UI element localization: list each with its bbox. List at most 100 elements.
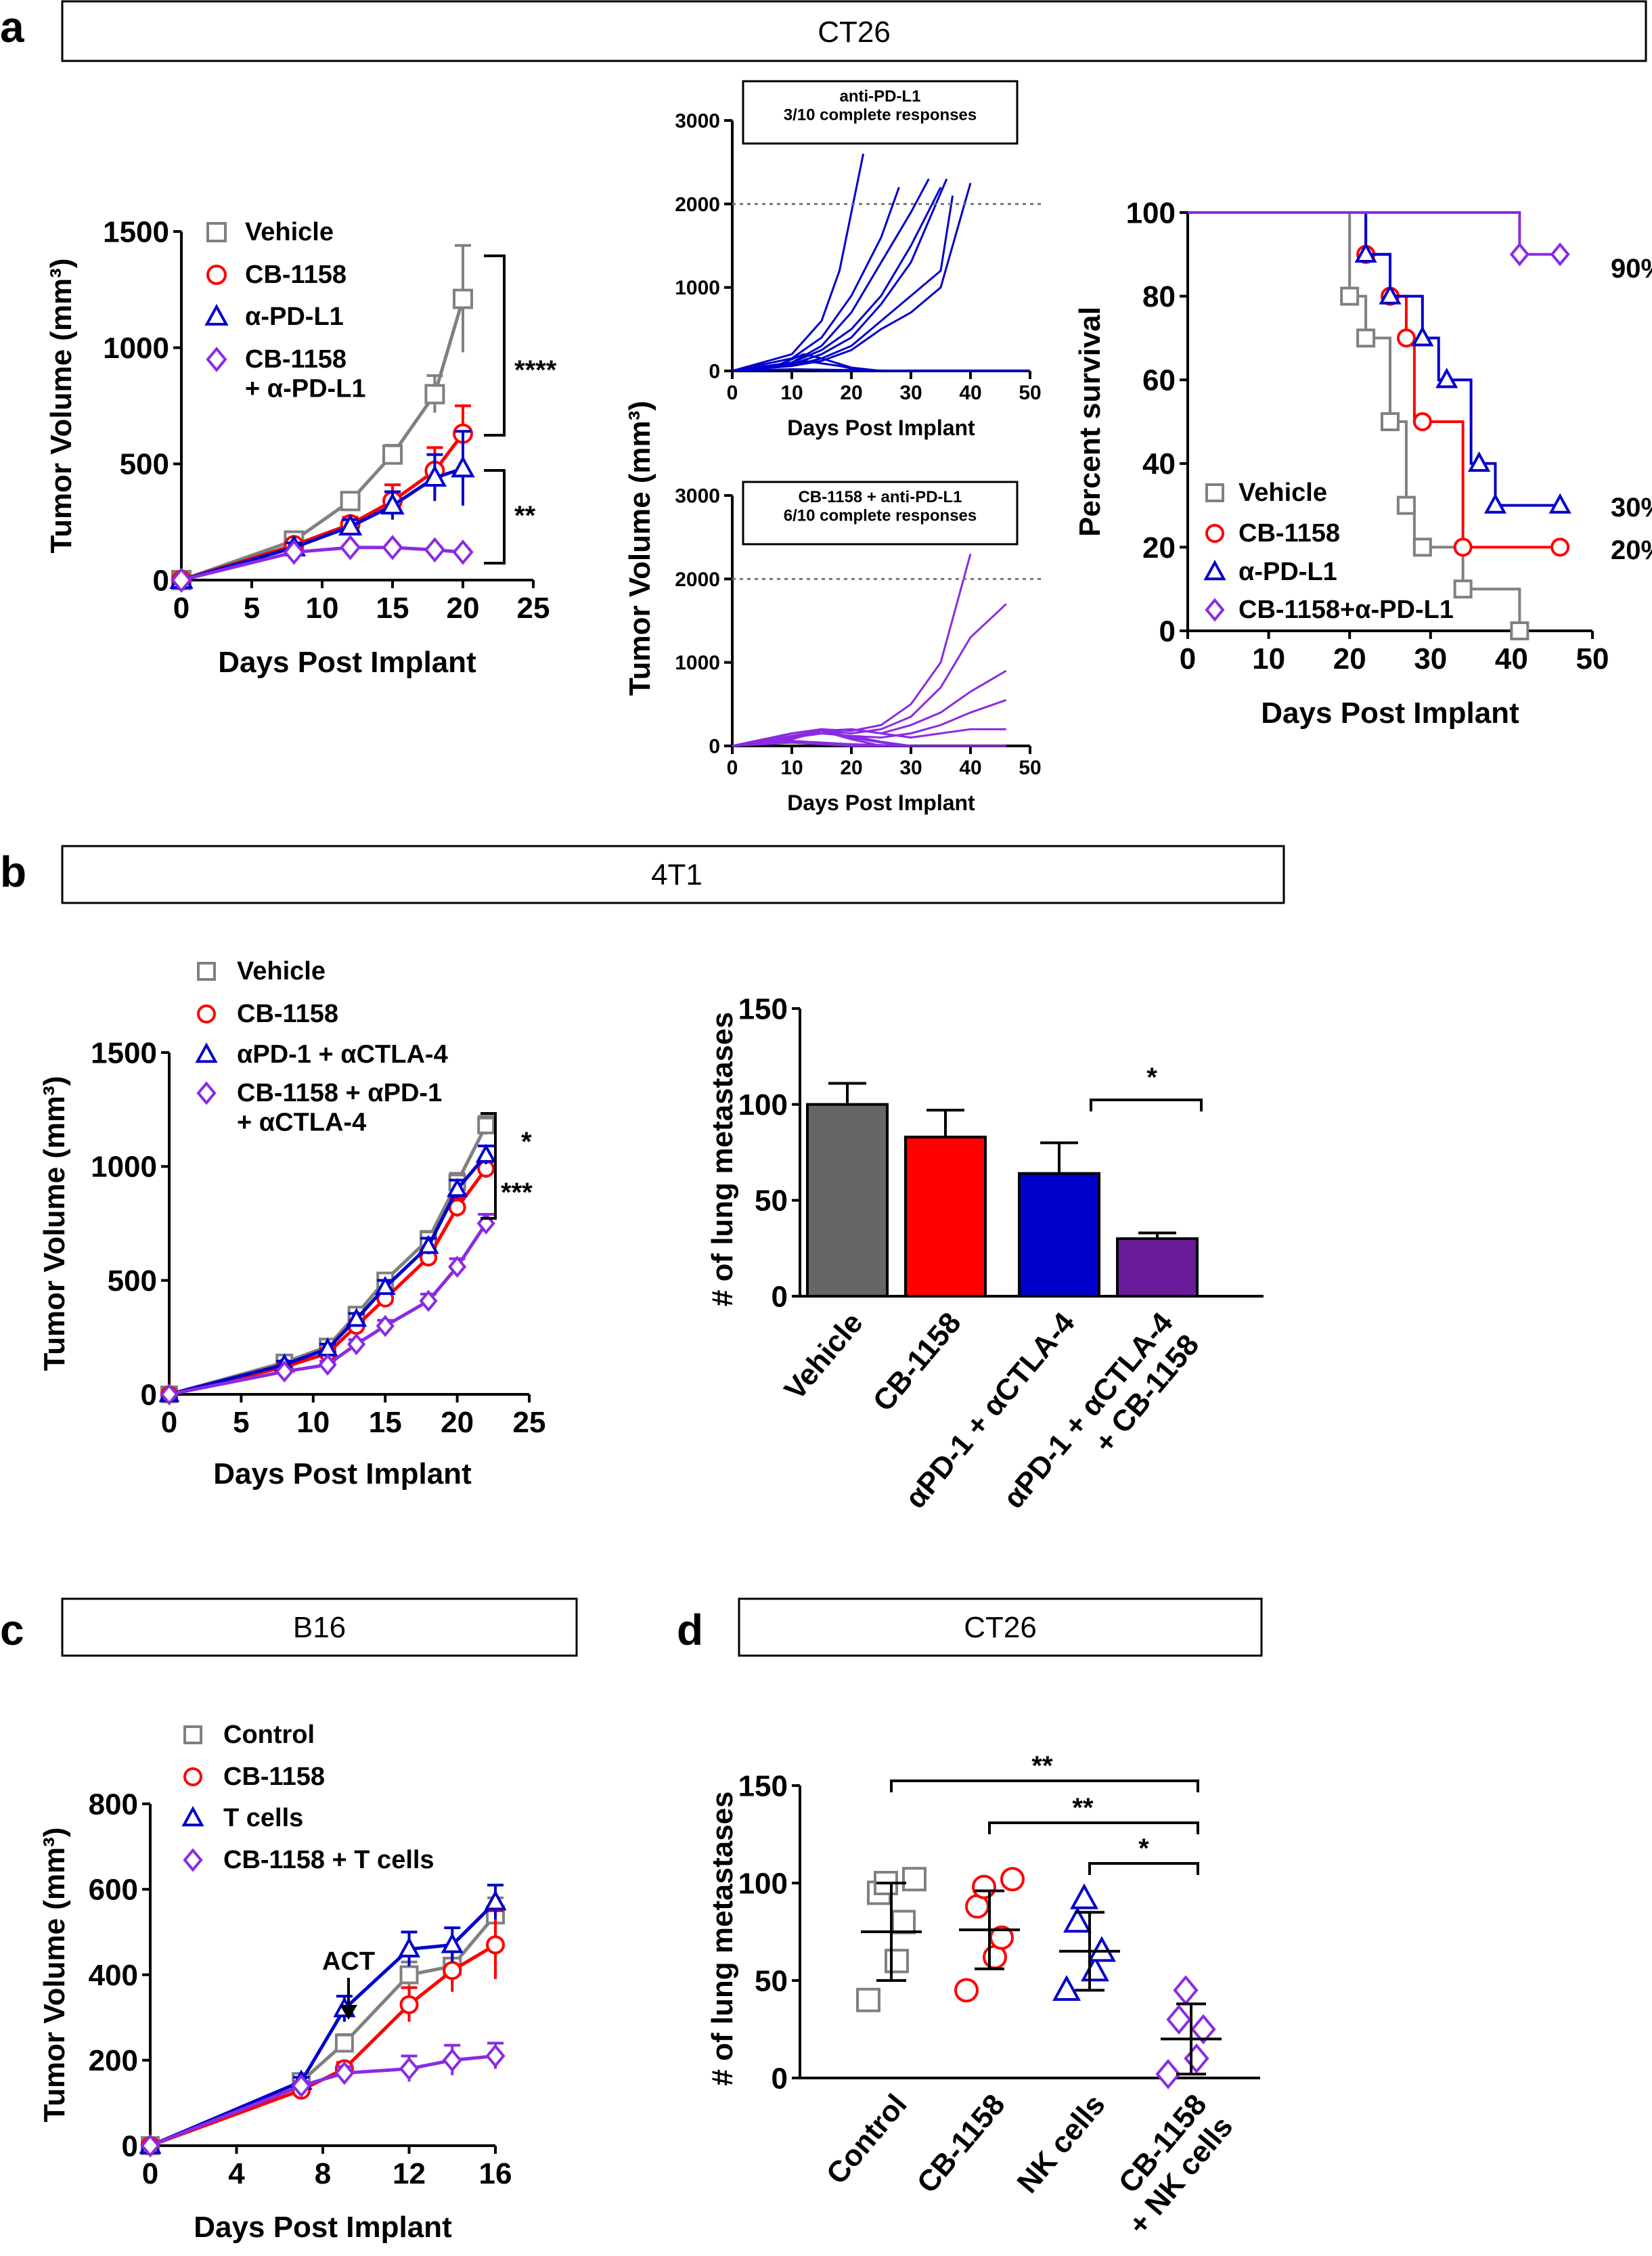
- y-tick-label: 0: [141, 1378, 157, 1411]
- x-tick-label: 4: [228, 2157, 245, 2190]
- data-point: [885, 1949, 909, 1974]
- y-tick-label: 0: [1159, 615, 1176, 648]
- series-line-0: [732, 154, 865, 372]
- x-tick-label: 0: [161, 1406, 177, 1439]
- y-tick-label: 3000: [675, 110, 720, 133]
- sig-label: ****: [514, 355, 557, 385]
- panel-b-header-box: [61, 845, 1285, 904]
- legend-label: Control: [223, 1721, 315, 1749]
- series-line-9: [732, 368, 1030, 372]
- data-point: [160, 1383, 179, 1406]
- x-tick-label: 0: [1180, 642, 1196, 676]
- data-point: [1052, 1974, 1081, 2001]
- y-tick-label: 40: [1142, 447, 1176, 481]
- censor-marker: [1435, 368, 1458, 389]
- y-tick-label: 3000: [675, 485, 720, 508]
- y-tick-label: 400: [89, 1959, 138, 1992]
- legend-marker: [1205, 483, 1224, 502]
- chart-b1-tumor-volume: 0 500 1000 1500 0 5 10 15 20 25 Tumor Volume (mm³)…: [38, 957, 545, 1490]
- censor-marker: [1396, 328, 1416, 348]
- data-point: [140, 2133, 160, 2158]
- end-label: 90%: [1611, 254, 1652, 284]
- data-point: [334, 2033, 354, 2053]
- panel-d-header-box: [738, 1597, 1263, 1657]
- y-tick-label: 0: [772, 1280, 788, 1313]
- data-point: [475, 1143, 497, 1163]
- series-line-0: [181, 298, 465, 582]
- data-point: [340, 491, 361, 512]
- data-point: [399, 1995, 419, 2014]
- y-tick-label: 500: [108, 1264, 157, 1298]
- x-tick-label: 20: [1333, 642, 1366, 676]
- panel-a-header: CT26: [818, 16, 891, 49]
- data-point: [972, 1874, 996, 1899]
- legend-label: Vehicle: [237, 957, 326, 986]
- y-tick-label: 1000: [103, 332, 169, 365]
- censor-marker: [1381, 412, 1400, 431]
- x-tick-label: 0: [142, 2157, 158, 2190]
- x-tick-label: 40: [959, 757, 981, 779]
- y-tick-label: 60: [1142, 364, 1176, 397]
- x-axis-label: Days Post Implant: [787, 791, 975, 815]
- data-point: [399, 2056, 420, 2081]
- survival-curve-3: [1188, 211, 1561, 256]
- legend-label: CB-1158+α-PD-L1: [1238, 596, 1454, 624]
- panel-a-header-box: [61, 0, 1647, 62]
- category-label: CB-1158+ NK cells: [1096, 2088, 1239, 2241]
- x-tick-label: 8: [315, 2157, 331, 2190]
- data-point: [339, 535, 361, 560]
- title-box: [742, 80, 1019, 145]
- series-line-6: [732, 183, 972, 372]
- x-tick-label: 0: [173, 592, 189, 625]
- legend-label: Vehicle: [1238, 479, 1327, 507]
- censor-marker: [1453, 537, 1473, 557]
- y-tick-label: 20: [1142, 531, 1176, 565]
- y-axis-label: # of lung metastases: [706, 1012, 739, 1306]
- x-tick-label: 10: [780, 382, 803, 404]
- x-tick-label: 30: [899, 382, 922, 404]
- title-box: [742, 481, 1019, 546]
- y-tick-label: 200: [89, 2044, 138, 2077]
- bar: [806, 1103, 889, 1298]
- data-point: [1155, 2058, 1181, 2089]
- data-point: [891, 1909, 916, 1934]
- series-line-2: [169, 1153, 488, 1396]
- y-tick-label: 100: [738, 1088, 788, 1122]
- sig-bracket: [988, 1821, 1199, 1834]
- series-line-2: [732, 669, 1007, 747]
- chart-title: anti-PD-L1 3/10 complete responses: [784, 87, 977, 125]
- x-tick-label: 50: [1019, 757, 1041, 779]
- data-point: [347, 1333, 366, 1356]
- panel-c-header-box: [61, 1597, 578, 1657]
- x-tick-label: 12: [393, 2157, 426, 2190]
- y-tick-label: 80: [1142, 280, 1176, 313]
- y-tick-label: 0: [709, 736, 720, 758]
- data-point: [422, 464, 447, 487]
- data-point: [419, 1289, 438, 1312]
- data-point: [338, 513, 363, 536]
- data-point: [418, 1235, 439, 1254]
- legend-marker: [183, 1725, 202, 1744]
- series-line-1: [732, 187, 900, 372]
- panel-letter-c: c: [0, 1606, 24, 1654]
- x-tick-label: 0: [727, 382, 738, 404]
- act-arrow-head: [340, 2005, 357, 2020]
- x-tick-label: 5: [244, 592, 260, 625]
- sig-bracket: [484, 255, 506, 437]
- censor-marker: [1453, 579, 1473, 599]
- sig-bracket: [890, 1779, 1199, 1792]
- data-point: [1063, 1907, 1092, 1933]
- data-point: [1000, 1867, 1025, 1892]
- legend-marker: [195, 1042, 218, 1063]
- series-line-5: [732, 195, 954, 372]
- data-point: [954, 1978, 979, 2003]
- data-point: [399, 1965, 419, 1985]
- series-line-8: [732, 359, 864, 372]
- data-point: [318, 1353, 337, 1376]
- y-tick-label: 50: [755, 1964, 788, 1997]
- censor-marker: [1354, 242, 1377, 263]
- data-point: [1088, 1936, 1116, 1962]
- y-tick-label: 150: [738, 992, 788, 1025]
- category-label: NK cells: [1011, 2088, 1112, 2200]
